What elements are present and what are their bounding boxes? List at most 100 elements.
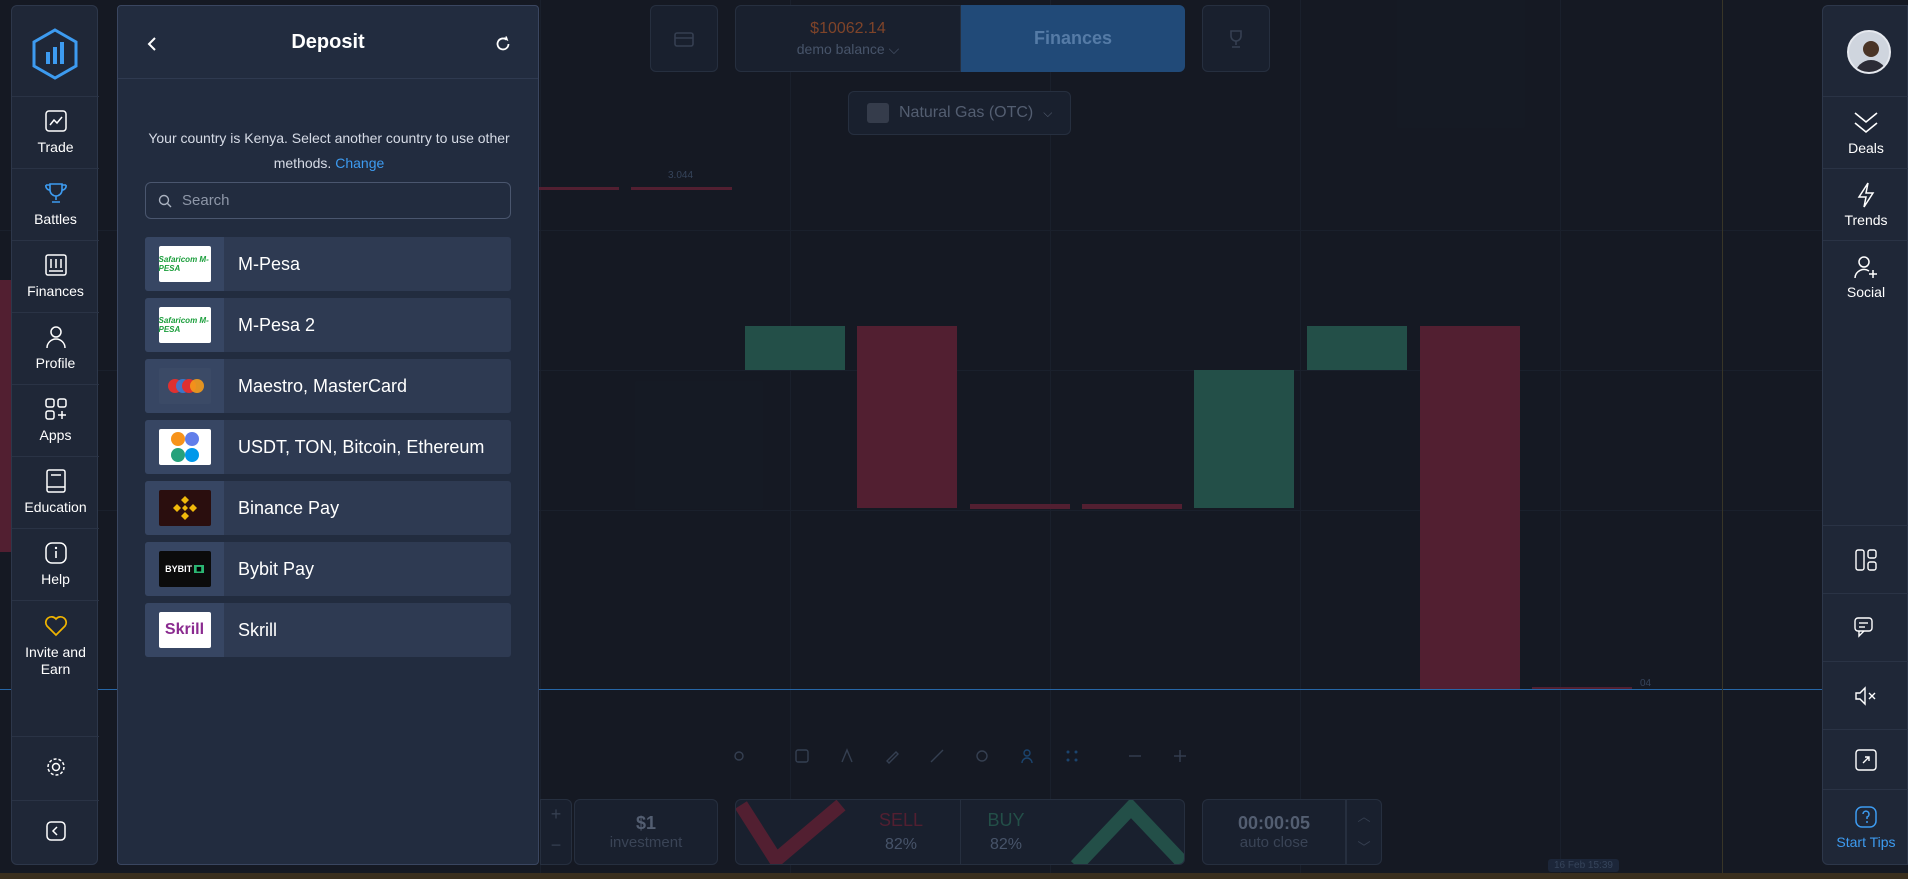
- candle: [1194, 370, 1294, 508]
- zoom-out-icon[interactable]: [1127, 748, 1143, 764]
- deposit-panel: Deposit Your country is Kenya. Select an…: [117, 5, 539, 865]
- sidebar-item-trade[interactable]: Trade: [12, 96, 99, 168]
- tournament-button[interactable]: [1202, 5, 1270, 72]
- finances-icon: [44, 253, 68, 277]
- candle: [1420, 326, 1520, 690]
- avatar[interactable]: [1847, 30, 1891, 74]
- balance-amount: $10062.14: [810, 19, 886, 37]
- fullscreen-button[interactable]: [1823, 729, 1908, 789]
- mpesa-logo: Safaricom M-PESA: [158, 307, 211, 343]
- book-icon: [44, 469, 68, 493]
- sidebar-item-education[interactable]: Education: [12, 456, 99, 528]
- social-trading-icon[interactable]: [1019, 748, 1035, 764]
- method-name: Maestro, MasterCard: [238, 375, 408, 396]
- method-logo-container: Safaricom M-PESA: [145, 237, 224, 291]
- investment-label: investment: [609, 834, 683, 851]
- wallet-button[interactable]: [650, 5, 718, 72]
- add-user-icon: [1853, 254, 1879, 280]
- indicator-icon[interactable]: [731, 748, 747, 764]
- plus-icon[interactable]: +: [550, 804, 562, 824]
- grid-line: [0, 510, 1908, 511]
- sidebar-item-help[interactable]: Help: [12, 528, 99, 600]
- sell-arrow-icon[interactable]: [736, 800, 846, 865]
- deals-icon: [1853, 110, 1879, 136]
- minus-icon[interactable]: −: [550, 835, 562, 855]
- text-tool-icon[interactable]: [839, 748, 855, 764]
- divider: [960, 800, 961, 864]
- grid-dots-icon[interactable]: [1064, 748, 1080, 764]
- pencil-icon[interactable]: [884, 748, 900, 764]
- method-name: Bybit Pay: [238, 558, 315, 579]
- candle: [631, 187, 732, 190]
- fullscreen-icon: [1855, 748, 1877, 771]
- social-button[interactable]: Social: [1823, 240, 1908, 312]
- payment-method-cards[interactable]: Maestro, MasterCard: [145, 359, 511, 413]
- payment-method-binance[interactable]: Binance Pay: [145, 481, 511, 535]
- payment-method-mpesa-2[interactable]: Safaricom M-PESA M-Pesa 2: [145, 298, 511, 352]
- start-tips-button[interactable]: Start Tips: [1823, 789, 1908, 866]
- search-field[interactable]: [145, 182, 511, 219]
- method-logo-container: [145, 420, 224, 474]
- price-label: 3.044: [668, 170, 694, 181]
- sidebar-item-battles[interactable]: Battles: [12, 168, 99, 240]
- mpesa-logo-text: Safaricom M-PESA: [158, 316, 209, 334]
- payment-method-bybit[interactable]: BYBIT ◼ Bybit Pay: [145, 542, 511, 596]
- sidebar-item-label: Profile: [35, 355, 76, 371]
- chevron-down-icon: ⌵: [888, 40, 900, 57]
- price-label: 04: [1640, 678, 1652, 689]
- method-name: M-Pesa: [238, 253, 301, 274]
- crosshair-icon[interactable]: [974, 748, 990, 764]
- sidebar-item-apps[interactable]: Apps: [12, 384, 99, 456]
- sidebar-item-label: Education: [24, 499, 87, 515]
- mpesa-logo: Safaricom M-PESA: [158, 246, 211, 282]
- method-name: Binance Pay: [238, 497, 340, 518]
- trends-button[interactable]: Trends: [1823, 168, 1908, 240]
- sidebar-item-finances[interactable]: Finances: [12, 240, 99, 312]
- grid-line: [540, 0, 541, 879]
- chevron-down-icon[interactable]: ﹀: [1357, 840, 1371, 855]
- heart-icon: [44, 614, 68, 638]
- country-note: Your country is Kenya. Select another co…: [138, 126, 520, 176]
- start-tips-label: Start Tips: [1836, 834, 1896, 850]
- collapse-sidebar-button[interactable]: [12, 800, 99, 860]
- line-tool-icon[interactable]: [929, 748, 945, 764]
- search-input[interactable]: [182, 192, 502, 209]
- change-country-link[interactable]: Change: [335, 155, 385, 171]
- grid-line: [1300, 0, 1301, 879]
- settings-button[interactable]: [12, 736, 99, 796]
- help-icon: [1855, 806, 1877, 828]
- grid-line: [1560, 0, 1561, 879]
- apps-icon: [44, 397, 68, 421]
- method-logo-container: Safaricom M-PESA: [145, 298, 224, 352]
- sell-button[interactable]: SELL: [878, 810, 924, 830]
- sound-toggle[interactable]: [1823, 661, 1908, 729]
- sidebar-item-profile[interactable]: Profile: [12, 312, 99, 384]
- layout-button[interactable]: [1823, 525, 1908, 593]
- expiration-field[interactable]: 00:00:05 auto close: [1202, 799, 1346, 865]
- balance-display[interactable]: $10062.14 demo balance ⌵: [735, 5, 961, 72]
- refresh-icon[interactable]: [494, 35, 512, 53]
- investment-field[interactable]: $1 investment: [574, 799, 718, 865]
- payment-method-mpesa[interactable]: Safaricom M-PESA M-Pesa: [145, 237, 511, 291]
- app-logo[interactable]: [32, 28, 78, 80]
- back-arrow-icon[interactable]: [144, 36, 160, 52]
- chat-button[interactable]: [1823, 593, 1908, 661]
- timer-stepper[interactable]: ︿ ﹀: [1346, 799, 1382, 865]
- chart-type-icon[interactable]: [794, 748, 810, 764]
- buy-button[interactable]: BUY: [987, 810, 1025, 830]
- time-marker-line: [1722, 0, 1723, 879]
- chevron-up-icon[interactable]: ︿: [1357, 809, 1371, 824]
- sidebar-item-label: Battles: [34, 211, 77, 227]
- asset-selector[interactable]: Natural Gas (OTC) ⌵: [848, 91, 1071, 135]
- buy-arrow-icon[interactable]: [1071, 800, 1185, 865]
- right-sidebar: Deals Trends Social Start Tips: [1822, 5, 1908, 865]
- candle: [970, 504, 1070, 509]
- sidebar-item-invite[interactable]: Invite and Earn: [12, 600, 99, 690]
- info-icon: [44, 541, 68, 565]
- deals-button[interactable]: Deals: [1823, 96, 1908, 168]
- finances-button[interactable]: Finances: [961, 5, 1185, 72]
- zoom-in-icon[interactable]: [1172, 748, 1188, 764]
- payment-method-crypto[interactable]: USDT, TON, Bitcoin, Ethereum: [145, 420, 511, 474]
- payment-method-skrill[interactable]: Skrill Skrill: [145, 603, 511, 657]
- investment-stepper[interactable]: + −: [540, 799, 572, 865]
